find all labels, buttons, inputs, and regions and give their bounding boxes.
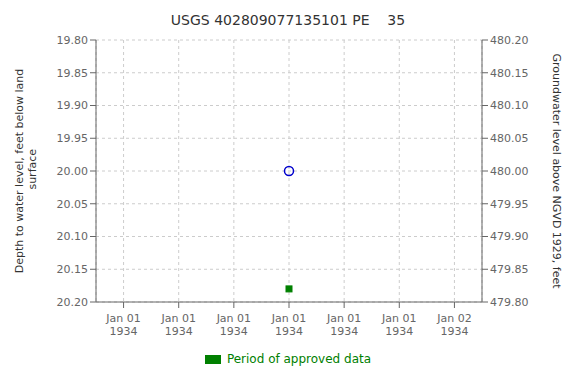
svg-text:19.85: 19.85	[57, 67, 89, 80]
svg-text:479.95: 479.95	[490, 198, 529, 211]
svg-text:19.90: 19.90	[57, 99, 89, 112]
svg-text:20.10: 20.10	[57, 230, 89, 243]
svg-text:Jan 011934: Jan 011934	[326, 312, 361, 338]
svg-text:480.10: 480.10	[490, 99, 529, 112]
svg-text:480.20: 480.20	[490, 34, 529, 47]
svg-text:Jan 011934: Jan 011934	[271, 312, 306, 338]
svg-text:20.15: 20.15	[57, 263, 89, 276]
svg-text:480.05: 480.05	[490, 132, 529, 145]
svg-text:Jan 021934: Jan 021934	[436, 312, 471, 338]
svg-text:19.95: 19.95	[57, 132, 89, 145]
html-text:USGS 402809077135101 PE 35: USGS 402809077135101 PE 35	[170, 12, 406, 28]
svg-text:20.05: 20.05	[57, 198, 89, 211]
svg-text:480.15: 480.15	[490, 67, 529, 80]
svg-text:479.90: 479.90	[490, 230, 529, 243]
svg-text:Jan 011934: Jan 011934	[160, 312, 195, 338]
svg-text:479.80: 479.80	[490, 296, 529, 309]
svg-text:480.00: 480.00	[490, 165, 529, 178]
svg-text:Jan 011934: Jan 011934	[105, 312, 140, 338]
svg-text:Jan 011934: Jan 011934	[381, 312, 416, 338]
html-text:Depth to water level, feet bel: Depth to water level, feet below land su…	[13, 68, 39, 274]
svg-text:20.00: 20.00	[57, 165, 89, 178]
html-text:Period of approved data: Period of approved data	[226, 352, 372, 366]
svg-text:Jan 011934: Jan 011934	[216, 312, 251, 338]
svg-text:479.85: 479.85	[490, 263, 529, 276]
svg-text:19.80: 19.80	[57, 34, 89, 47]
svg-text:20.20: 20.20	[57, 296, 89, 309]
html-text:Groundwater level above NGVD 1: Groundwater level above NGVD 1929, feet	[549, 53, 563, 289]
